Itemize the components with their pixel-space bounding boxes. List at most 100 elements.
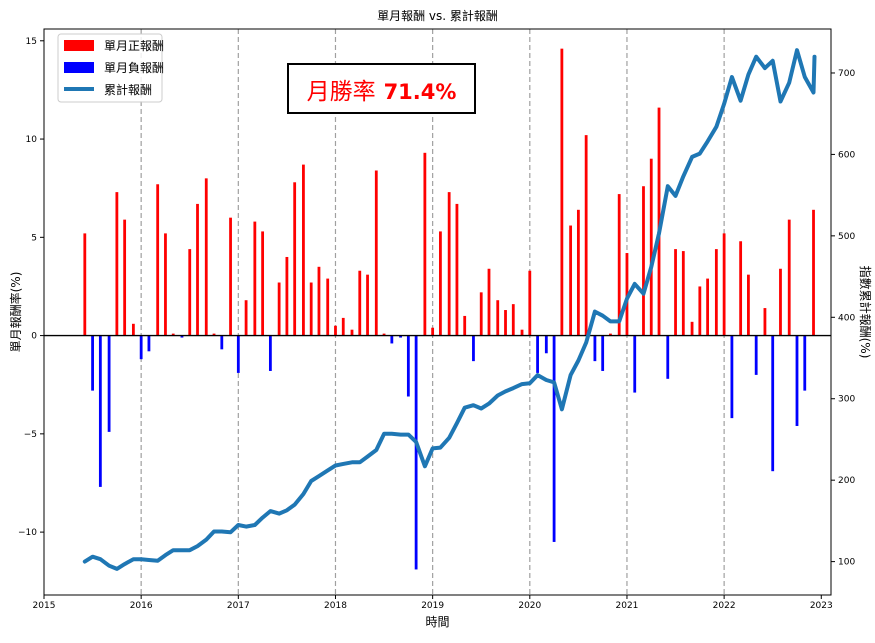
negative-return-bar — [552, 335, 556, 542]
positive-return-bar — [584, 135, 588, 336]
positive-return-bar — [706, 278, 710, 336]
positive-return-bar — [229, 217, 232, 336]
positive-return-bar — [188, 249, 192, 336]
y-left-axis-ticks: 15 10 5 0 −5 −10 — [18, 37, 44, 538]
negative-return-bar — [754, 335, 758, 375]
positive-return-bar — [447, 192, 451, 336]
bars-layer — [83, 48, 815, 570]
positive-return-bar — [504, 310, 507, 336]
positive-return-bar — [617, 194, 621, 336]
chart-title: 單月報酬 vs. 累計報酬 — [377, 8, 498, 23]
y-right-tick-label: 200 — [838, 476, 855, 486]
positive-return-bar — [253, 221, 257, 336]
positive-return-bar — [812, 209, 815, 336]
x-tick-label: 2022 — [713, 601, 736, 611]
y-left-tick-label: −5 — [24, 430, 37, 440]
negative-return-bar — [147, 335, 151, 352]
positive-return-bar — [204, 178, 208, 336]
positive-return-bar — [156, 184, 160, 336]
positive-return-bar — [560, 48, 564, 336]
positive-return-bar — [212, 333, 216, 336]
positive-return-bar — [763, 308, 767, 336]
annotation-text: 月勝率 71.4% — [307, 79, 457, 105]
y-left-tick-label: 15 — [26, 37, 37, 47]
plot-frame — [43, 28, 832, 596]
positive-return-bar — [681, 251, 685, 336]
negative-return-bar — [399, 335, 402, 338]
positive-return-bar — [739, 241, 743, 336]
positive-return-bar — [511, 304, 515, 336]
negative-return-bar — [91, 335, 94, 391]
x-tick-label: 2019 — [421, 601, 444, 611]
negative-return-bar — [472, 335, 475, 362]
negative-return-bar — [730, 335, 734, 419]
positive-return-bar — [334, 325, 337, 336]
negative-return-bar — [180, 335, 184, 338]
negative-return-bar — [601, 335, 605, 371]
negative-return-bar — [544, 335, 548, 354]
positive-return-bar — [674, 249, 677, 336]
negative-return-bar — [666, 335, 670, 379]
y-right-axis-label: 指數累計報酬(%) — [858, 266, 873, 359]
negative-return-bar — [268, 335, 272, 371]
negative-return-bar — [236, 335, 240, 373]
negative-return-bar — [390, 335, 394, 344]
positive-return-bar — [787, 219, 791, 336]
negative-return-bar — [633, 335, 637, 393]
positive-return-bar — [382, 333, 386, 336]
positive-return-bar — [747, 274, 750, 336]
legend-label-positive: 單月正報酬 — [104, 39, 164, 53]
positive-return-bar — [722, 233, 726, 336]
annotation-label: 月勝率 — [307, 79, 376, 105]
y-left-tick-label: −10 — [18, 528, 37, 538]
positive-return-bar — [358, 270, 362, 336]
cumulative-return-line — [82, 48, 817, 571]
positive-return-bar — [431, 327, 435, 336]
y-right-tick-label: 100 — [838, 558, 855, 568]
negative-return-bar — [107, 335, 111, 432]
negative-return-bar — [139, 335, 143, 360]
positive-return-bar — [642, 186, 645, 336]
positive-return-bar — [576, 209, 580, 336]
positive-return-bar — [131, 323, 135, 336]
negative-return-bar — [220, 335, 224, 350]
positive-return-bar — [698, 286, 702, 336]
y-left-axis-label: 單月報酬率(%) — [8, 272, 23, 353]
cumulative-line-layer — [82, 48, 817, 571]
y-right-axis-ticks: 100 200 300 400 500 600 700 — [831, 69, 855, 568]
x-axis-label: 時間 — [425, 615, 449, 629]
positive-return-bar — [164, 233, 167, 336]
positive-return-bar — [569, 225, 573, 336]
annotation-value: 71.4% — [384, 80, 457, 104]
positive-return-bar — [350, 329, 354, 336]
legend: 單月正報酬 單月負報酬 累計報酬 — [57, 33, 164, 103]
positive-return-bar — [366, 274, 369, 336]
x-tick-label: 2016 — [130, 601, 153, 611]
y-right-tick-label: 300 — [838, 395, 855, 405]
positive-return-bar — [244, 300, 248, 336]
positive-return-bar — [171, 333, 175, 336]
positive-return-bar — [439, 231, 442, 336]
x-tick-label: 2021 — [616, 601, 639, 611]
negative-return-bar — [803, 335, 807, 391]
y-left-tick-label: 5 — [31, 233, 37, 243]
positive-return-bar — [423, 152, 427, 336]
negative-return-bar — [414, 335, 418, 570]
positive-return-bar — [528, 270, 532, 336]
negative-return-bar — [98, 335, 102, 487]
x-tick-label: 2017 — [227, 601, 250, 611]
positive-return-bar — [83, 233, 87, 336]
positive-return-bar — [487, 268, 491, 336]
y-left-tick-label: 0 — [31, 332, 37, 342]
x-axis-ticks: 2015 2016 2017 2018 2019 2020 2021 2022 2023 — [33, 595, 833, 611]
positive-return-bar — [326, 278, 330, 336]
positive-return-bar — [649, 158, 653, 336]
x-tick-label: 2020 — [518, 601, 541, 611]
positive-return-bar — [277, 282, 281, 336]
positive-return-bar — [285, 256, 289, 336]
negative-return-bar — [593, 335, 597, 362]
y-left-tick-label: 10 — [26, 135, 38, 145]
negative-return-bar — [406, 335, 410, 397]
